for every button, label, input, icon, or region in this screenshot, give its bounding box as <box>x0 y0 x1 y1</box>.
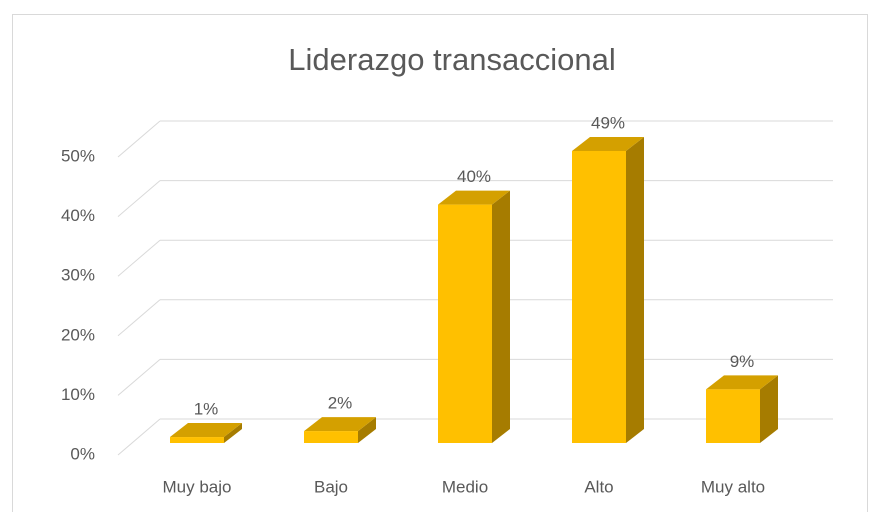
y-tick-label: 10% <box>61 385 95 404</box>
bar <box>304 431 358 443</box>
bar-top <box>572 136 644 151</box>
bar <box>170 437 224 443</box>
grid-line <box>117 180 161 217</box>
bar <box>438 204 492 443</box>
bar-side <box>492 190 510 443</box>
y-tick-label: 0% <box>70 444 95 463</box>
x-tick-label: Alto <box>584 477 613 496</box>
grid-line <box>117 359 161 396</box>
bar-side <box>626 136 644 443</box>
bar-top <box>706 375 778 390</box>
bar-top <box>304 417 376 432</box>
data-label: 2% <box>328 394 353 413</box>
bar-top <box>170 423 242 438</box>
x-tick-label: Bajo <box>314 477 348 496</box>
data-label: 40% <box>457 167 491 186</box>
bar-top <box>438 190 510 205</box>
grid-line <box>117 299 161 337</box>
x-tick-label: Medio <box>442 477 488 496</box>
x-tick-label: Muy alto <box>701 477 765 496</box>
data-label: 9% <box>730 352 755 371</box>
bar-side <box>358 417 376 443</box>
bar-side <box>760 375 778 443</box>
grid-line <box>117 418 161 456</box>
x-tick-label: Muy bajo <box>163 477 232 496</box>
chart-title: Liderazgo transaccional <box>288 42 615 77</box>
grid-line <box>117 120 161 158</box>
data-label: 49% <box>591 113 625 132</box>
grid-line <box>117 239 161 277</box>
bar-side <box>224 423 242 443</box>
data-label: 1% <box>194 400 219 419</box>
bar <box>706 389 760 443</box>
y-tick-label: 30% <box>61 266 95 285</box>
y-tick-label: 50% <box>61 146 95 165</box>
y-tick-label: 20% <box>61 325 95 344</box>
bar <box>572 150 626 443</box>
y-tick-label: 40% <box>61 206 95 225</box>
